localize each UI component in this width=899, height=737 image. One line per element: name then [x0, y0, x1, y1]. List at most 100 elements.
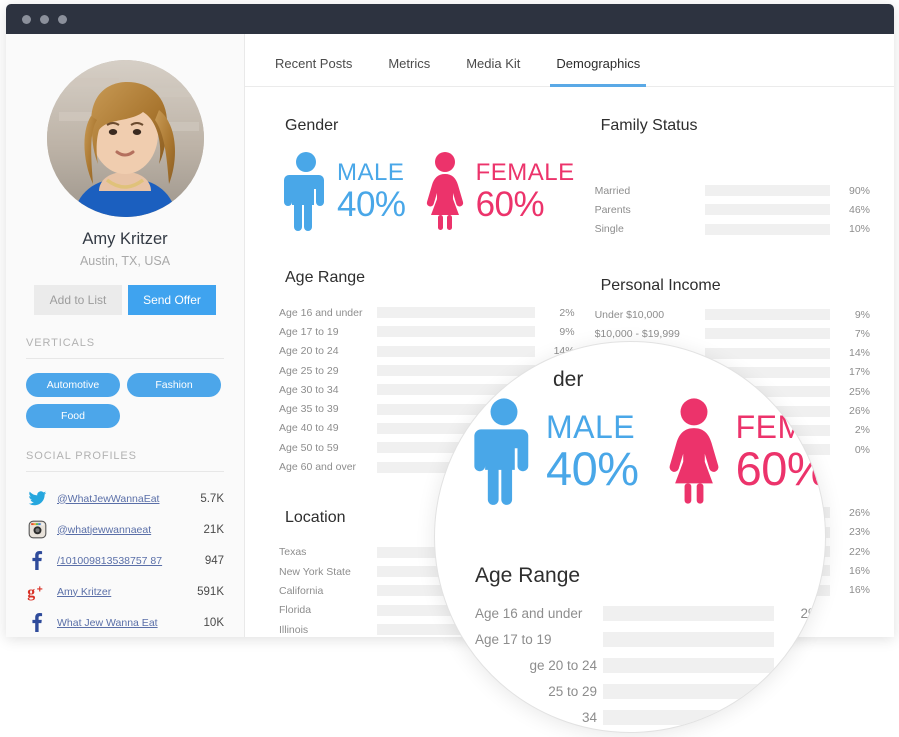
- male-figure-icon: [283, 151, 329, 231]
- bar-value: 22%: [848, 545, 870, 558]
- bar-row: [475, 730, 820, 732]
- female-value: 60%: [475, 184, 545, 224]
- tab-media-kit[interactable]: Media Kit: [466, 56, 521, 71]
- close-dot[interactable]: [22, 14, 31, 24]
- magnified-male-value: 40%: [546, 441, 639, 495]
- social-profiles-heading: SOCIAL PROFILES: [26, 450, 224, 472]
- social-handle-link[interactable]: /101009813538757 87: [57, 554, 163, 567]
- bar-track: [704, 386, 830, 398]
- bar-value: 9%: [854, 308, 870, 321]
- social-follower-count: 591K: [197, 585, 224, 598]
- family-status-section-title: Family Status: [600, 117, 698, 134]
- bar-row: Age 30 to 34: [279, 380, 575, 399]
- bar-value: 2%: [559, 306, 575, 319]
- bar-row: $10,000 - $19,999 7%: [595, 324, 870, 343]
- vertical-tag-automotive[interactable]: Automotive: [26, 373, 120, 397]
- bar-label: Age 16 and under: [279, 306, 363, 319]
- minimize-dot[interactable]: [40, 14, 49, 24]
- magnified-male-text: MALE 40%: [546, 411, 639, 492]
- bar-label: Parents: [594, 203, 631, 216]
- bar-track: [704, 328, 830, 340]
- male-figure-icon: [473, 397, 535, 505]
- bar-row: 17%: [595, 363, 870, 382]
- facebook-icon: [26, 612, 48, 634]
- bar-row: Age 40 to 49: [279, 419, 575, 438]
- bar-value: 46%: [848, 203, 870, 216]
- bar-label: 34: [581, 709, 597, 725]
- avatar-wrapper: [26, 60, 224, 217]
- female-figure-icon: [422, 151, 468, 231]
- magnified-female-value: 60%: [735, 441, 826, 495]
- bar-value: 16%: [848, 584, 870, 597]
- bar-value: 2%: [854, 424, 870, 437]
- twitter-icon: [26, 488, 48, 510]
- bar-track: [603, 657, 774, 673]
- male-text: MALE 40%: [337, 158, 406, 222]
- bar-value: 0%: [854, 443, 870, 456]
- age-range-section-title: Age Range: [285, 269, 366, 286]
- profile-name: Amy Kritzer: [82, 230, 168, 248]
- location-section-title: Location: [285, 508, 346, 526]
- bar-track: [704, 185, 830, 197]
- bar-label: Age 60 and over: [279, 461, 357, 474]
- bar-row: 25 to 29: [475, 678, 820, 704]
- add-to-list-button[interactable]: Add to List: [34, 285, 122, 315]
- bar-value: 17%: [848, 366, 870, 379]
- social-handle-link[interactable]: @WhatJewWannaEat: [57, 492, 160, 505]
- window-titlebar: [6, 4, 894, 34]
- social-handle-link[interactable]: What Jew Wanna Eat: [57, 616, 158, 629]
- bar-track: [603, 605, 774, 621]
- bar-label: Age 40 to 49: [279, 422, 339, 435]
- bar-track: [377, 384, 535, 396]
- tab-recent-posts[interactable]: Recent Posts: [275, 56, 353, 71]
- bar-track: [377, 624, 535, 635]
- bar-track: [377, 307, 535, 319]
- magnified-female-text: FEMALE 60%: [735, 408, 826, 495]
- social-follower-count: 947: [204, 554, 224, 567]
- verticals-list: Automotive Fashion Food: [26, 373, 224, 428]
- bar-track: [704, 223, 830, 235]
- gender-section-title: Gender: [285, 117, 339, 134]
- bar-value: 26%: [848, 506, 870, 519]
- male-label: MALE: [337, 158, 405, 186]
- magnified-gender-chart: MALE 40% FEMALE 60%: [473, 397, 826, 505]
- bar-value: 10%: [848, 223, 870, 236]
- bar-label: Married: [594, 184, 631, 197]
- magnified-age-range-title: Age Range: [475, 564, 581, 587]
- bar-track: [603, 683, 774, 699]
- bar-value: 90%: [848, 184, 870, 197]
- bar-row: Illinois: [279, 620, 575, 637]
- bar-label: Age 35 to 39: [279, 403, 339, 416]
- vertical-tag-fashion[interactable]: Fashion: [127, 373, 221, 397]
- magnified-gender-male: MALE 40%: [473, 397, 639, 505]
- bar-value: 9%: [559, 325, 575, 338]
- main-panel: Recent Posts Metrics Media Kit Demograph…: [245, 34, 894, 637]
- magnified-female-label: FEMALE: [735, 408, 826, 445]
- tab-metrics[interactable]: Metrics: [388, 56, 431, 71]
- magnifier-lens: der MALE 40% FEMALE: [434, 341, 826, 733]
- social-handle-link[interactable]: @whatjewwannaeat: [57, 523, 152, 536]
- maximize-dot[interactable]: [58, 14, 67, 24]
- vertical-tag-food[interactable]: Food: [26, 404, 120, 428]
- social-handle-link[interactable]: Amy Kritzer: [57, 585, 112, 598]
- bar-value: 14: [804, 657, 820, 673]
- bar-label: Age 16 and under: [475, 605, 583, 621]
- bar-label: New York State: [279, 565, 351, 578]
- bar-label: California: [279, 584, 324, 597]
- tab-demographics[interactable]: Demographics: [550, 56, 647, 87]
- bar-row: Age 16 and under 2%: [475, 600, 820, 626]
- social-follower-count: 10K: [203, 616, 224, 629]
- bar-row: 25%: [595, 382, 870, 401]
- profile-actions: Add to List Send Offer: [26, 285, 224, 315]
- bar-value: 26%: [848, 405, 870, 418]
- svg-text:g: g: [27, 584, 35, 601]
- bar-label: Under $10,000: [594, 308, 665, 321]
- send-offer-button[interactable]: Send Offer: [128, 285, 216, 315]
- bar-track: [704, 204, 830, 216]
- female-figure-icon: [663, 397, 725, 505]
- bar-track: [704, 366, 830, 378]
- bar-row: Age 17 to 19 9%: [475, 626, 820, 652]
- bar-row: ge 20 to 24 14: [475, 652, 820, 678]
- bar-label: Age 17 to 19: [475, 631, 552, 647]
